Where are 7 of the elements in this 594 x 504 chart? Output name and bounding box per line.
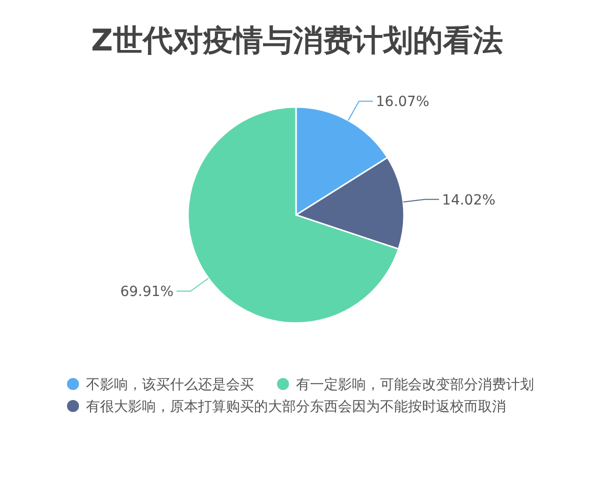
legend-label: 有一定影响，可能会改变部分消费计划: [296, 376, 534, 393]
data-label: 69.91%: [120, 284, 174, 300]
legend-label: 有很大影响，原本打算购买的大部分东西会因为不能按时返校而取消: [86, 398, 506, 415]
data-label: 16.07%: [376, 94, 430, 110]
data-label: 14.02%: [442, 192, 496, 208]
legend-label: 不影响，该买什么还是会买: [86, 376, 254, 393]
chart-title: Z世代对疫情与消费计划的看法: [91, 24, 503, 58]
